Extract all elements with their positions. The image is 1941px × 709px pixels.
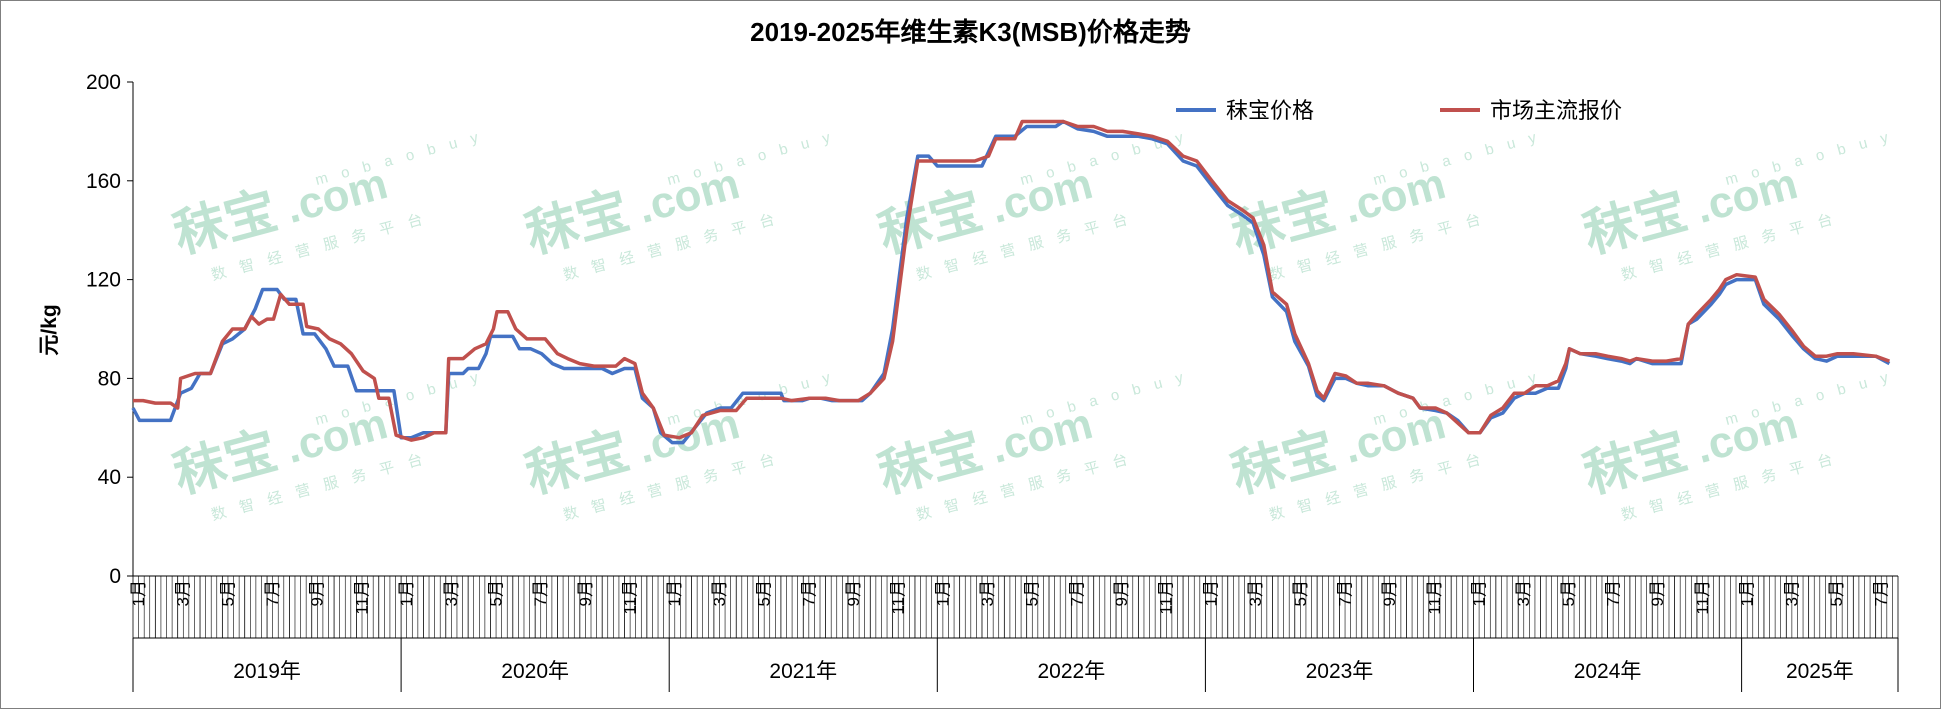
watermark-com: .com [986,399,1098,473]
x-month-label: 7月 [1335,580,1354,606]
x-month-label: 5月 [486,580,505,606]
x-month-label: 9月 [576,580,595,606]
x-month-label: 9月 [1648,580,1667,606]
x-month-label: 1月 [1738,580,1757,606]
x-month-label: 5月 [218,580,237,606]
x-month-label: 11月 [1157,580,1176,615]
x-year-label: 2022年 [1037,660,1105,683]
x-month-label: 1月 [933,580,952,606]
x-month-label: 3月 [1514,580,1533,606]
x-month-label: 7月 [263,580,282,606]
x-month-label: 1月 [397,580,416,606]
series-line-2 [133,119,1890,442]
watermark-com: .com [1691,399,1803,473]
x-month-label: 7月 [1067,580,1086,606]
x-month-label: 11月 [352,580,371,615]
legend-label-1: 秣宝价格 [1226,98,1314,123]
x-month-label: 9月 [1112,580,1131,606]
y-tick-label: 120 [86,269,121,292]
watermark-com: .com [986,159,1098,233]
x-month-label: 7月 [799,580,818,606]
x-month-label: 1月 [129,580,148,606]
x-month-label: 3月 [174,580,193,606]
x-year-label: 2021年 [769,660,837,683]
watermark-com: .com [281,399,393,473]
x-month-label: 1月 [665,580,684,606]
x-year-label: 2024年 [1574,660,1642,683]
x-month-label: 7月 [1604,580,1623,606]
x-month-label: 3月 [1246,580,1265,606]
x-month-label: 3月 [978,580,997,606]
x-month-label: 5月 [755,580,774,606]
axes-layer: 0 40 80 120 160 200 元/kg 1月 3月 5月 7月 9月 11月 1月 3月 5月 7月 9… [38,71,1899,692]
x-month-label: 11月 [1693,580,1712,615]
x-month-label: 1月 [1201,580,1220,606]
x-month-label: 7月 [531,580,550,606]
x-month-label: 5月 [1023,580,1042,606]
y-tick-label: 200 [86,71,121,94]
x-month-label: 3月 [1782,580,1801,606]
watermark-com: .com [281,159,393,233]
x-month-label: 9月 [844,580,863,606]
y-tick-label: 40 [98,466,121,489]
x-month-label: 9月 [308,580,327,606]
x-month-label: 5月 [1559,580,1578,606]
x-month-label: 11月 [621,580,640,615]
x-month-label: 7月 [1872,580,1891,606]
x-month-label: 3月 [710,580,729,606]
x-month-label: 11月 [1425,580,1444,615]
y-axis-title: 元/kg [38,304,61,355]
x-month-label: 11月 [889,580,908,615]
x-year-label: 2025年 [1786,660,1854,683]
x-month-label: 5月 [1827,580,1846,606]
watermark-com: .com [1339,159,1451,233]
x-month-label: 1月 [1470,580,1489,606]
x-month-label: 9月 [1380,580,1399,606]
legend: 秣宝价格 市场主流报价 [1176,98,1622,123]
y-tick-label: 0 [109,565,121,588]
chart-title: 2019-2025年维生素K3(MSB)价格走势 [750,17,1191,47]
x-month-label: 3月 [442,580,461,606]
watermark-com: .com [633,159,745,233]
x-month-label: 5月 [1291,580,1310,606]
legend-label-2: 市场主流报价 [1490,98,1622,123]
series-layer [131,119,1891,445]
x-year-label: 2019年 [233,660,301,683]
x-year-label: 2020年 [501,660,569,683]
y-tick-label: 80 [98,367,121,390]
watermark-com: .com [1691,159,1803,233]
y-tick-label: 160 [86,170,121,193]
x-year-label: 2023年 [1306,660,1374,683]
